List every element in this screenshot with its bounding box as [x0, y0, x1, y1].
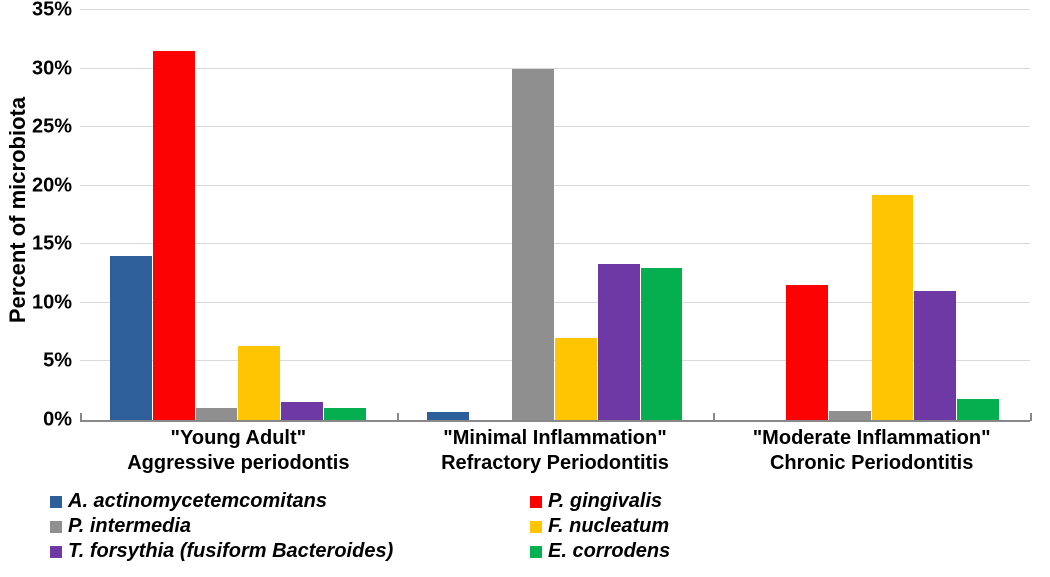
- legend-item: F. nucleatum: [530, 515, 1010, 538]
- legend: A. actinomycetemcomitans P. gingivalis P. …: [50, 490, 1010, 563]
- bar: [641, 268, 683, 420]
- microbiota-bar-chart: Percent of microbiota 0%5%10%15%20%25%30…: [0, 0, 1050, 577]
- legend-swatch: [530, 496, 542, 508]
- legend-swatch: [50, 546, 62, 558]
- bar: [598, 264, 640, 420]
- bar: [872, 195, 914, 420]
- bar: [786, 285, 828, 420]
- xtick-label: "Young Adult"Aggressive periodontis: [80, 426, 397, 476]
- legend-swatch: [50, 496, 62, 508]
- plot-area: 0%5%10%15%20%25%30%35%"Young Adult"Aggre…: [80, 10, 1030, 422]
- group-separator: [80, 413, 82, 421]
- bar: [324, 408, 366, 420]
- bar: [512, 69, 554, 420]
- legend-swatch: [530, 521, 542, 533]
- ytick-label: 0%: [43, 409, 72, 432]
- group-separator: [397, 413, 399, 421]
- legend-label: P. gingivalis: [548, 490, 662, 513]
- legend-label: E. corrodens: [548, 540, 670, 563]
- legend-item: T. forsythia (fusiform Bacteroides): [50, 540, 530, 563]
- bar: [914, 291, 956, 420]
- legend-label: P. intermedia: [68, 515, 191, 538]
- legend-swatch: [50, 521, 62, 533]
- bar: [829, 411, 871, 420]
- group-separator: [713, 413, 715, 421]
- legend-swatch: [530, 546, 542, 558]
- legend-item: E. corrodens: [530, 540, 1010, 563]
- gridline: [80, 9, 1030, 10]
- xtick-label: "Moderate Inflammation"Chronic Periodont…: [713, 426, 1030, 476]
- bar: [427, 412, 469, 420]
- bar: [281, 402, 323, 420]
- legend-label: T. forsythia (fusiform Bacteroides): [68, 540, 393, 563]
- ytick-label: 20%: [32, 174, 72, 197]
- ytick-label: 25%: [32, 116, 72, 139]
- gridline: [80, 68, 1030, 69]
- ytick-label: 35%: [32, 0, 72, 22]
- legend-item: A. actinomycetemcomitans: [50, 490, 530, 513]
- gridline: [80, 185, 1030, 186]
- bar: [196, 408, 238, 420]
- gridline: [80, 126, 1030, 127]
- legend-label: A. actinomycetemcomitans: [68, 490, 327, 513]
- bar: [555, 338, 597, 420]
- bar: [110, 256, 152, 420]
- legend-item: P. intermedia: [50, 515, 530, 538]
- legend-item: P. gingivalis: [530, 490, 1010, 513]
- bar: [957, 399, 999, 420]
- bar: [153, 51, 195, 420]
- bar: [238, 346, 280, 420]
- ytick-label: 30%: [32, 57, 72, 80]
- ytick-label: 15%: [32, 233, 72, 256]
- ytick-label: 5%: [43, 350, 72, 373]
- group-separator: [1030, 413, 1032, 421]
- legend-label: F. nucleatum: [548, 515, 669, 538]
- xtick-label: "Minimal Inflammation"Refractory Periodo…: [397, 426, 714, 476]
- ytick-label: 10%: [32, 291, 72, 314]
